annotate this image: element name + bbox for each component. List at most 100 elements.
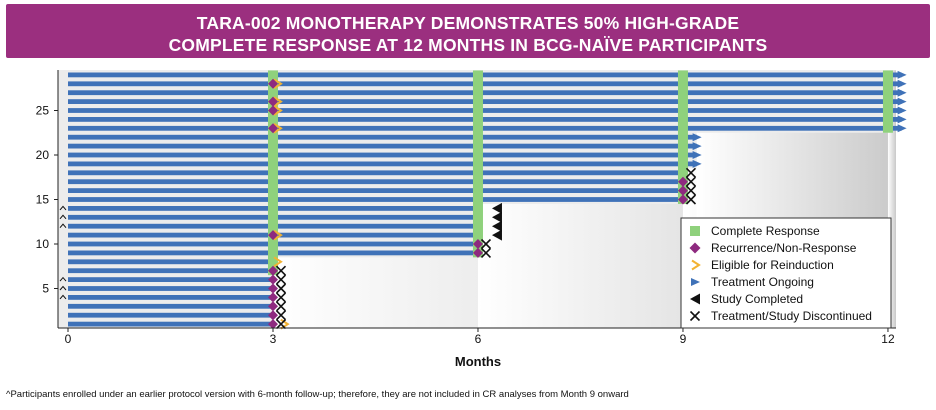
title-banner: TARA-002 MONOTHERAPY DEMONSTRATES 50% HI… — [6, 4, 930, 58]
complete-response-block — [882, 70, 893, 133]
x-tick-label: 6 — [475, 332, 482, 346]
legend-label: Eligible for Reinduction — [711, 258, 834, 272]
recurrence-marker — [267, 319, 278, 330]
ongoing-marker — [692, 133, 702, 142]
ongoing-marker — [692, 142, 702, 151]
participant-bar — [68, 188, 683, 193]
recurrence-marker — [267, 283, 278, 294]
participant-bar — [68, 259, 273, 265]
swimmer-plot: 0 3 6 9 12 5 10 15 20 25 Months Complete Response R… — [36, 70, 907, 369]
participant-bar — [68, 90, 902, 96]
discontinued-marker — [480, 238, 492, 250]
legend-triangle-left-icon — [690, 293, 700, 305]
discontinued-marker — [275, 301, 287, 312]
recurrence-marker — [267, 96, 278, 107]
recurrence-marker — [472, 239, 483, 249]
reinduction-marker — [273, 256, 283, 268]
legend-label: Treatment Ongoing — [711, 275, 814, 289]
enrollment-caret — [59, 276, 67, 282]
footnote: ^Participants enrolled under an earlier … — [6, 389, 629, 400]
x-tick-label: 0 — [65, 332, 72, 346]
participant-bar — [68, 179, 683, 185]
y-tick-label: 10 — [36, 237, 50, 251]
ongoing-marker — [897, 88, 907, 97]
recurrence-marker — [677, 194, 688, 205]
participant-bar — [68, 99, 902, 104]
study-completed-marker — [491, 202, 502, 214]
ongoing-marker — [897, 97, 907, 106]
participant-bar — [68, 125, 902, 131]
recurrence-marker — [267, 274, 278, 285]
discontinued-marker — [275, 265, 287, 276]
participant-bar — [68, 268, 273, 274]
ongoing-marker — [897, 115, 907, 124]
legend-triangle-right-icon — [691, 278, 700, 286]
participant-bar — [68, 295, 273, 300]
discontinued-marker — [275, 310, 287, 321]
recurrence-marker — [267, 310, 278, 321]
ongoing-marker — [692, 151, 702, 159]
recurrence-marker — [472, 247, 483, 258]
participant-bar — [68, 72, 902, 78]
participant-bar — [68, 143, 697, 149]
y-tick-label: 20 — [36, 148, 50, 162]
x-tick-label: 12 — [881, 332, 895, 346]
reinduction-marker — [273, 105, 283, 116]
recurrence-marker — [267, 105, 278, 116]
x-axis-label: Months — [455, 354, 501, 369]
plot-region-shade — [887, 70, 896, 328]
recurrence-marker — [677, 185, 688, 196]
y-tick-label: 15 — [36, 193, 50, 207]
legend-box — [680, 217, 892, 329]
legend-chevron-icon — [691, 259, 701, 271]
chart-title-line-1: TARA-002 MONOTHERAPY DEMONSTRATES 50% HI… — [196, 13, 740, 33]
chart-title-line-2: COMPLETE RESPONSE AT 12 MONTHS IN BCG-NA… — [168, 35, 768, 55]
ongoing-marker — [897, 124, 907, 133]
x-tick-label: 9 — [680, 332, 687, 346]
enrollment-caret — [59, 205, 67, 211]
participant-bar — [68, 321, 273, 327]
participant-bar — [68, 286, 273, 291]
ongoing-marker — [897, 106, 907, 115]
recurrence-marker — [267, 78, 278, 89]
legend-label: Complete Response — [711, 224, 820, 238]
ongoing-marker — [897, 79, 907, 88]
legend-label: Study Completed — [711, 292, 803, 306]
participant-bar — [68, 197, 683, 202]
x-tick-label: 3 — [270, 332, 277, 346]
discontinued-marker — [685, 167, 697, 178]
participant-bar — [68, 277, 273, 282]
discontinued-marker — [480, 247, 492, 258]
participant-bar — [68, 152, 697, 158]
recurrence-marker — [267, 292, 278, 303]
study-completed-marker — [491, 220, 502, 232]
participant-bar — [68, 81, 902, 87]
reinduction-marker — [273, 229, 283, 241]
participant-bar — [68, 108, 902, 113]
recurrence-marker — [267, 265, 278, 276]
participant-bar — [68, 161, 697, 167]
recurrence-marker — [267, 230, 278, 241]
complete-response-block — [472, 70, 483, 258]
participant-bar — [68, 170, 683, 176]
legend-label: Treatment/Study Discontinued — [711, 309, 872, 323]
study-completed-marker — [491, 229, 502, 241]
discontinued-marker — [685, 194, 697, 205]
participant-bar — [68, 117, 902, 122]
participant-bar — [68, 303, 273, 309]
enrollment-caret — [59, 214, 67, 220]
discontinued-marker — [275, 319, 287, 330]
enrollment-caret — [59, 294, 67, 300]
participant-bar — [68, 312, 273, 318]
enrollment-caret — [59, 285, 67, 291]
ongoing-marker — [897, 70, 907, 79]
y-tick-label: 5 — [42, 282, 49, 296]
discontinued-marker — [275, 292, 287, 303]
y-tick-label: 25 — [36, 104, 50, 118]
recurrence-marker — [267, 123, 278, 134]
legend-x-icon — [689, 310, 701, 322]
recurrence-marker — [267, 301, 278, 312]
participant-bar — [68, 134, 697, 140]
discontinued-marker — [685, 185, 697, 196]
study-completed-marker — [491, 211, 502, 223]
